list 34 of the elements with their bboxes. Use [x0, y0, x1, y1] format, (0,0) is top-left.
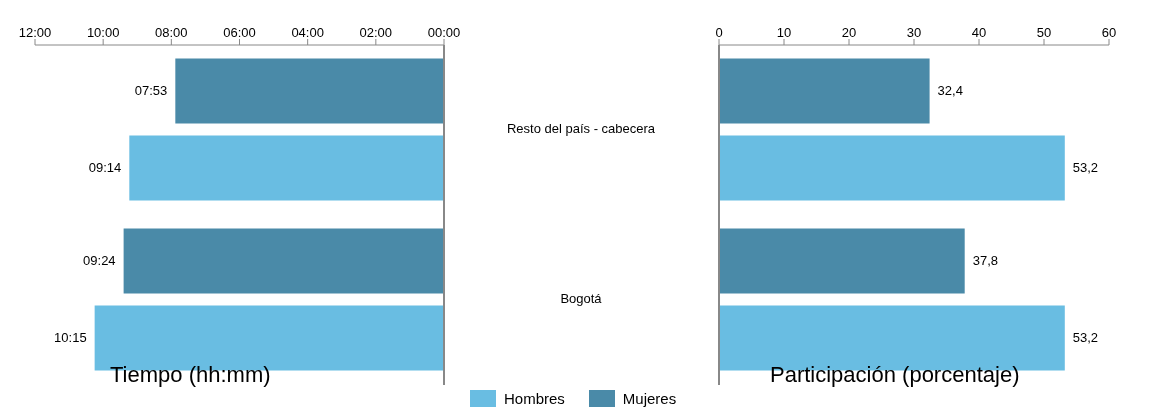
x-tick-label: 30 — [906, 25, 922, 40]
x-tick-label: 10 — [776, 25, 792, 40]
data-label: 09:24 — [83, 252, 116, 268]
legend-label: Mujeres — [622, 390, 677, 407]
x-tick-label: 0 — [715, 25, 723, 40]
x-tick-label: 40 — [971, 25, 987, 40]
x-axis-title: Tiempo (hh:mm) — [110, 362, 271, 388]
x-tick-label: 10:00 — [86, 25, 120, 40]
bar — [719, 58, 930, 124]
x-tick-label: 04:00 — [291, 25, 324, 40]
data-label: 53,2 — [1072, 159, 1099, 175]
data-label: 09:14 — [88, 159, 122, 175]
bar — [175, 58, 444, 124]
data-label: 10:15 — [54, 329, 87, 345]
x-tick-label: 20 — [841, 25, 857, 40]
x-tick-label: 06:00 — [223, 25, 256, 40]
data-label: 37,8 — [972, 252, 999, 268]
bar — [719, 228, 965, 294]
x-axis-title: Participación (porcentaje) — [770, 362, 1020, 388]
y-tick-label: Resto del país - cabecera — [506, 121, 656, 137]
x-tick-label: 60 — [1101, 25, 1117, 40]
bar — [129, 135, 444, 201]
x-tick-label: 00:00 — [427, 25, 461, 40]
x-tick-label: 12:00 — [18, 25, 52, 40]
data-label: 53,2 — [1072, 329, 1099, 345]
y-tick-label: Bogotá — [560, 291, 603, 307]
data-label: 07:53 — [134, 82, 168, 98]
x-tick-label: 08:00 — [155, 25, 188, 40]
x-tick-label: 02:00 — [359, 25, 393, 40]
bar — [123, 228, 444, 294]
legend-label: Hombres — [504, 390, 565, 407]
bar — [719, 135, 1065, 201]
data-label: 32,4 — [937, 82, 963, 98]
x-tick-label: 50 — [1036, 25, 1052, 40]
